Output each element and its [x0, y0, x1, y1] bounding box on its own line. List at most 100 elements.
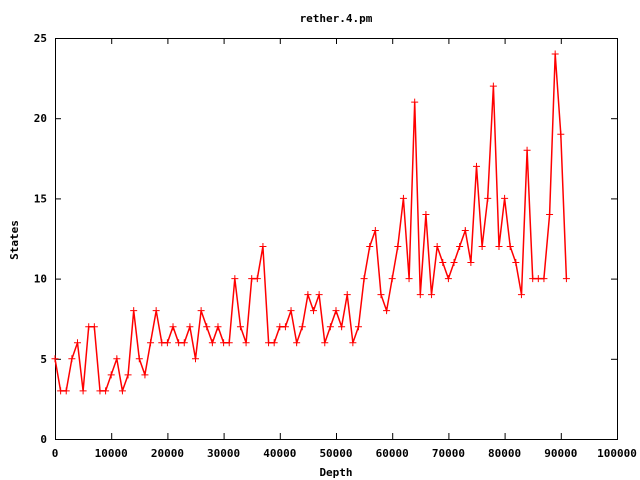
data-point — [523, 146, 531, 154]
y-axis-label: States — [8, 220, 21, 260]
data-point — [321, 339, 329, 347]
data-point — [371, 226, 379, 234]
data-point — [332, 307, 340, 315]
data-point — [540, 275, 548, 283]
data-point — [439, 259, 447, 267]
data-point — [107, 371, 115, 379]
data-point — [411, 98, 419, 106]
y-tick-label: 25 — [34, 32, 47, 45]
data-point — [192, 355, 199, 363]
x-tick-label: 90000 — [544, 447, 577, 460]
data-point — [197, 307, 205, 315]
data-point — [236, 323, 244, 331]
data-point — [405, 275, 413, 283]
x-tick-label: 30000 — [207, 447, 240, 460]
data-point — [298, 323, 306, 331]
data-point — [399, 194, 407, 202]
data-point — [225, 339, 233, 347]
data-point — [394, 243, 402, 251]
y-tick-label: 0 — [40, 433, 47, 446]
data-point — [506, 243, 514, 251]
data-point — [478, 243, 486, 251]
data-point — [163, 339, 171, 347]
data-point — [259, 243, 267, 251]
data-point — [79, 387, 87, 395]
data-point — [450, 259, 458, 267]
x-tick-label: 20000 — [151, 447, 184, 460]
data-point — [473, 162, 480, 170]
y-tick-label: 15 — [34, 192, 47, 205]
data-point — [141, 371, 149, 379]
series-layer — [51, 50, 570, 395]
y-tick-label: 20 — [34, 112, 47, 125]
data-point — [422, 210, 430, 218]
data-point — [253, 275, 261, 283]
data-point — [152, 307, 160, 315]
data-point — [147, 339, 155, 347]
data-point — [62, 387, 70, 395]
x-tick-label: 70000 — [432, 447, 465, 460]
data-point — [135, 355, 143, 363]
data-point — [512, 259, 520, 267]
data-point — [416, 291, 424, 299]
x-tick-label: 10000 — [95, 447, 128, 460]
data-point — [169, 323, 177, 331]
data-point — [495, 243, 503, 251]
x-tick-label: 40000 — [263, 447, 296, 460]
data-point — [51, 355, 59, 363]
data-point — [130, 307, 138, 315]
data-point — [377, 291, 385, 299]
x-tick-label: 80000 — [488, 447, 521, 460]
plot-area-border — [55, 38, 618, 440]
chart-title: rether.4.pm — [300, 12, 373, 25]
data-point — [208, 339, 216, 347]
y-tick-label: 5 — [40, 353, 47, 366]
data-point — [557, 130, 565, 138]
data-point — [124, 371, 132, 379]
data-point — [102, 387, 110, 395]
x-axis: 0 10000 20000 30000 40000 50000 60000 70000 8000… — [52, 38, 637, 460]
y-tick-label: 10 — [34, 273, 47, 286]
data-point — [546, 210, 554, 218]
data-point — [338, 323, 346, 331]
data-point — [484, 194, 492, 202]
data-point — [461, 226, 469, 234]
data-point — [517, 291, 525, 299]
data-point — [304, 291, 312, 299]
data-point — [354, 323, 362, 331]
data-point — [433, 243, 441, 251]
data-point — [113, 355, 121, 363]
x-axis-label: Depth — [319, 466, 352, 479]
data-point — [489, 82, 497, 90]
data-point — [186, 323, 194, 331]
data-point — [281, 323, 289, 331]
data-point — [456, 243, 464, 251]
data-point — [349, 339, 357, 347]
data-point — [326, 323, 334, 331]
data-point — [73, 339, 81, 347]
x-tick-label: 60000 — [376, 447, 409, 460]
y-axis: 0 5 10 15 20 25 — [34, 32, 617, 446]
data-point — [551, 50, 559, 58]
data-point — [214, 323, 222, 331]
data-point — [360, 275, 368, 283]
data-point — [366, 243, 374, 251]
data-point — [501, 194, 509, 202]
data-point — [293, 339, 301, 347]
data-point — [287, 307, 295, 315]
series-line — [54, 53, 568, 394]
data-point — [310, 307, 318, 315]
data-point — [242, 339, 250, 347]
data-point — [467, 259, 475, 267]
data-point — [68, 355, 76, 363]
x-tick-label: 100000 — [597, 447, 637, 460]
data-point — [231, 275, 239, 283]
data-point — [444, 275, 452, 283]
data-point — [118, 387, 126, 395]
data-point — [270, 339, 278, 347]
data-point — [383, 307, 391, 315]
data-point — [562, 275, 570, 283]
x-tick-label: 50000 — [319, 447, 352, 460]
data-point — [343, 291, 351, 299]
